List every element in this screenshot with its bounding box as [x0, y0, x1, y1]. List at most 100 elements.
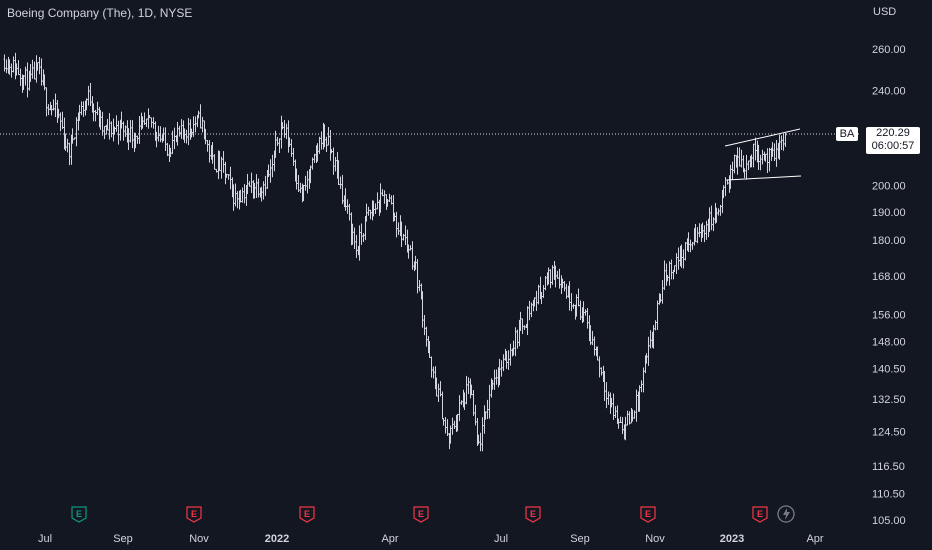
earnings-marker[interactable]: E [299, 506, 315, 523]
ohlc-bar [635, 389, 638, 422]
ohlc-bar [141, 116, 144, 129]
ohlc-bar [5, 59, 8, 74]
ohlc-bar [712, 217, 715, 232]
ohlc-bar [318, 136, 321, 154]
ohlc-bar [668, 261, 671, 286]
ohlc-bar [628, 411, 631, 425]
y-tick-label: 200.00 [872, 180, 906, 192]
ohlc-bar [442, 418, 445, 426]
ohlc-bar [390, 195, 393, 205]
ohlc-bar [393, 212, 396, 222]
ohlc-bar [78, 104, 81, 121]
ohlc-bar [719, 204, 722, 216]
ohlc-bar [665, 263, 668, 286]
channel-lower-line[interactable] [727, 175, 802, 181]
ohlc-bar [213, 154, 216, 170]
x-tick-label: Apr [381, 533, 398, 545]
earnings-badge-shape [299, 506, 315, 523]
ohlc-bar [288, 137, 291, 147]
ohlc-bar [617, 418, 620, 429]
ohlc-bar [591, 330, 594, 346]
ohlc-bar [544, 275, 547, 291]
ohlc-bar [747, 160, 750, 171]
ohlc-bar [572, 303, 575, 309]
ohlc-bar [122, 121, 125, 141]
y-tick-label: 110.50 [872, 488, 905, 500]
ohlc-bar [722, 185, 725, 199]
ohlc-bar [162, 127, 165, 142]
ohlc-bar [309, 165, 312, 184]
ohlc-bar [407, 244, 410, 259]
ohlc-bar [257, 178, 260, 198]
earnings-marker[interactable]: E [525, 506, 541, 523]
ohlc-bar [295, 168, 298, 190]
ohlc-bar [313, 153, 316, 163]
ohlc-bar [355, 234, 358, 258]
price-axis[interactable]: 260.00240.00220.00200.00190.00180.00168.… [872, 44, 906, 527]
earnings-marker[interactable]: E [186, 506, 202, 523]
ohlc-bar [306, 170, 309, 194]
ohlc-bar [94, 109, 97, 122]
symbol-title[interactable]: Boeing Company (The), 1D, NYSE [7, 6, 193, 20]
earnings-badge-shape [413, 506, 429, 523]
ohlc-bar [696, 227, 699, 244]
ohlc-bar [274, 130, 277, 158]
ohlc-bar [446, 419, 449, 436]
x-tick-label: Sep [113, 533, 133, 545]
ohlc-bar [327, 127, 330, 146]
ohlc-bar [435, 377, 438, 397]
ohlc-bar [502, 354, 505, 372]
earnings-marker[interactable]: E [413, 506, 429, 523]
ohlc-bar [71, 128, 74, 144]
ohlc-bar [453, 420, 456, 430]
ohlc-bar [227, 174, 230, 180]
ohlc-bar [358, 225, 361, 261]
earnings-badge-shape [186, 506, 202, 523]
ohlc-bar [766, 148, 769, 174]
trend-channel[interactable] [724, 128, 802, 181]
ohlc-bar [740, 149, 743, 168]
ohlc-bar [243, 184, 246, 204]
ohlc-bar [495, 369, 498, 385]
channel-upper-line[interactable] [724, 128, 801, 147]
ohlc-bar [505, 350, 508, 369]
replay-lightning-icon[interactable] [777, 505, 795, 523]
ohlc-bar [360, 223, 363, 245]
ohlc-bar [731, 161, 734, 180]
ohlc-bar [215, 168, 218, 173]
ohlc-bar [570, 293, 573, 312]
ohlc-bar [610, 397, 613, 408]
ohlc-bar [283, 120, 286, 138]
ohlc-bar [603, 371, 606, 401]
earnings-marker[interactable]: E [71, 506, 87, 523]
ohlc-bar [348, 203, 351, 221]
ohlc-bar [705, 220, 708, 240]
ohlc-bar [764, 153, 767, 162]
ohlc-bar [157, 125, 160, 142]
ohlc-bar [759, 154, 762, 171]
ohlc-bar [514, 327, 517, 357]
ohlc-bar [271, 154, 274, 178]
ohlc-bar [147, 108, 150, 129]
earnings-marker[interactable]: E [752, 506, 768, 523]
ohlc-bar [24, 66, 27, 86]
ohlc-bar [778, 134, 781, 160]
ohlc-bar [96, 101, 99, 116]
ohlc-bar [614, 406, 617, 419]
ohlc-bar [19, 68, 22, 86]
ohlc-bar [253, 182, 256, 199]
time-axis[interactable]: Jul Sep Nov 2022 Apr Jul Sep Nov 2023 Apr [38, 533, 824, 545]
ohlc-bar [344, 188, 347, 211]
symbol-tag: BA [836, 127, 858, 141]
ohlc-bar [437, 383, 440, 403]
price-bars [3, 52, 787, 452]
ohlc-bar [460, 400, 463, 405]
ohlc-bar [724, 177, 727, 197]
ohlc-bar [117, 120, 120, 145]
ohlc-bar [596, 346, 599, 361]
ohlc-bar [589, 325, 592, 345]
ohlc-bar [222, 151, 225, 173]
earnings-marker[interactable]: E [640, 506, 656, 523]
earnings-badge-shape [71, 506, 87, 523]
